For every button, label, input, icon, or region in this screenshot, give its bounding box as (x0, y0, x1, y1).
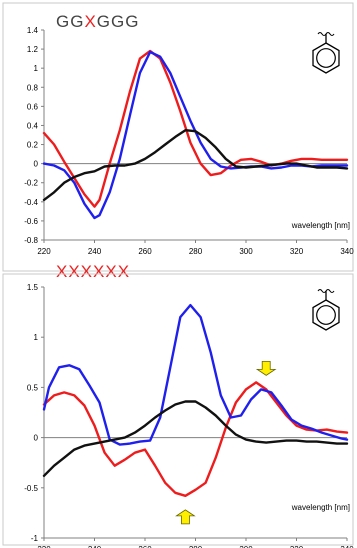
arrow-down-icon (255, 360, 277, 376)
y-tick-label: 1.2 (27, 45, 39, 54)
y-tick-label: 1.5 (27, 283, 39, 292)
x-tick-label: 340 (340, 545, 354, 548)
arrow-up-icon (175, 509, 196, 525)
x-tick-label: 260 (138, 247, 152, 256)
y-tick-label: 0.6 (27, 102, 39, 111)
y-tick-label: 1 (34, 64, 39, 73)
y-tick-label: -0.6 (24, 217, 38, 226)
x-tick-label: 300 (239, 247, 253, 256)
x-tick-label: 340 (340, 247, 354, 256)
y-tick-label: 0.5 (27, 383, 39, 392)
x-tick-label: 240 (88, 545, 102, 548)
phenyl-ring-icon (312, 288, 340, 331)
x-tick-label: 320 (290, 247, 304, 256)
x-tick-label: 220 (37, 247, 51, 256)
y-tick-label: 0.8 (27, 83, 39, 92)
x-tick-label: 260 (138, 545, 152, 548)
y-tick-label: 0.4 (27, 121, 39, 130)
series-line-blue (42, 303, 349, 446)
chart-title: GGXGGG (56, 12, 139, 31)
series-line-black (42, 129, 349, 202)
x-tick-label: 220 (37, 545, 51, 548)
chart-panel-top: GGXGGG wavelength [nm] -0.8 -0.6 -0.4 -0.2 0… (2, 2, 354, 272)
chart-panel-bottom: XXXXXX wavelength [nm] -1 -0.5 0 0.5 1 1.5 220… (2, 262, 354, 548)
y-tick-label: -0.5 (24, 484, 38, 493)
x-axis-label: wavelength [nm] (291, 503, 350, 512)
x-tick-label: 280 (189, 545, 203, 548)
series-line-red (42, 49, 349, 208)
y-tick-label: -0.2 (24, 179, 38, 188)
y-tick-label: -0.4 (24, 198, 38, 207)
y-tick-label: -0.8 (24, 236, 38, 245)
y-tick-label: 0 (34, 160, 39, 169)
series-line-black (42, 400, 349, 477)
chart-title: XXXXXX (56, 262, 130, 281)
y-tick-label: 1.4 (27, 26, 39, 35)
x-axis-label: wavelength [nm] (291, 221, 350, 230)
panel-frame (2, 2, 354, 272)
y-tick-label: 0 (34, 434, 39, 443)
y-tick-label: 1 (34, 333, 39, 342)
y-tick-label: -1 (31, 534, 39, 543)
panel-frame (2, 273, 354, 546)
x-tick-label: 320 (290, 545, 304, 548)
x-tick-label: 240 (88, 247, 102, 256)
x-tick-label: 300 (239, 545, 253, 548)
series-line-red (42, 381, 349, 497)
x-tick-label: 280 (189, 247, 203, 256)
series-line-blue (42, 50, 349, 220)
phenyl-ring-icon (312, 31, 340, 74)
y-tick-label: 0.2 (27, 141, 39, 150)
